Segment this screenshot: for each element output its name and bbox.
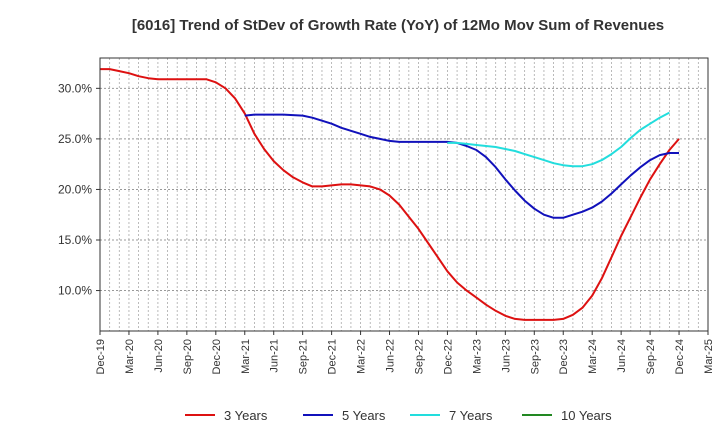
plot-frame	[99, 57, 709, 332]
x-tick-label: Mar-20	[124, 339, 136, 374]
x-tick-label: Jun-24	[616, 339, 628, 373]
x-tick-label: Dec-21	[327, 339, 339, 374]
x-tick-label: Jun-23	[500, 339, 512, 373]
y-tick-label: 20.0%	[58, 182, 92, 196]
y-tick-label: 30.0%	[58, 81, 92, 95]
x-tick-label: Dec-20	[211, 339, 223, 374]
legend-label-10-years: 10 Years	[561, 408, 612, 423]
x-tick-label: Mar-22	[356, 339, 368, 374]
chart-title: [6016] Trend of StDev of Growth Rate (Yo…	[132, 17, 664, 34]
x-tick-label: Sep-23	[529, 339, 541, 374]
x-tick-label: Dec-23	[558, 339, 570, 374]
x-tick-label: Mar-25	[703, 339, 715, 374]
series-group	[100, 68, 680, 321]
series-line-5-years	[244, 113, 679, 219]
grid	[100, 58, 708, 331]
x-tick-label: Dec-19	[95, 339, 107, 374]
legend-label-7-years: 7 Years	[449, 408, 493, 423]
y-tick-label: 25.0%	[58, 132, 92, 146]
x-tick-label: Mar-23	[471, 339, 483, 374]
x-tick-label: Sep-20	[182, 339, 194, 374]
x-tick-label: Sep-21	[298, 339, 310, 374]
x-axis: Dec-19 Mar-20 Jun-20 Sep-20 Dec-20 Mar-21 Jun-…	[95, 331, 715, 374]
x-tick-label: Jun-22	[385, 339, 397, 373]
x-tick-label: Jun-20	[153, 339, 165, 373]
x-tick-label: Dec-24	[674, 339, 686, 374]
x-tick-label: Sep-22	[413, 339, 425, 374]
legend: 3 Years 5 Years 7 Years 10 Years	[185, 408, 612, 423]
legend-label-5-years: 5 Years	[342, 408, 386, 423]
series-line-3-years	[100, 68, 680, 321]
y-tick-label: 10.0%	[58, 284, 92, 298]
y-axis: 10.0% 15.0% 20.0% 25.0% 30.0%	[58, 81, 100, 298]
series-line-7-years	[447, 111, 670, 168]
x-tick-label: Mar-24	[587, 339, 599, 374]
legend-label-3-years: 3 Years	[224, 408, 268, 423]
x-tick-label: Dec-22	[442, 339, 454, 374]
x-tick-label: Jun-21	[269, 339, 281, 373]
x-tick-label: Sep-24	[645, 339, 657, 374]
y-tick-label: 15.0%	[58, 233, 92, 247]
x-tick-label: Mar-21	[240, 339, 252, 374]
